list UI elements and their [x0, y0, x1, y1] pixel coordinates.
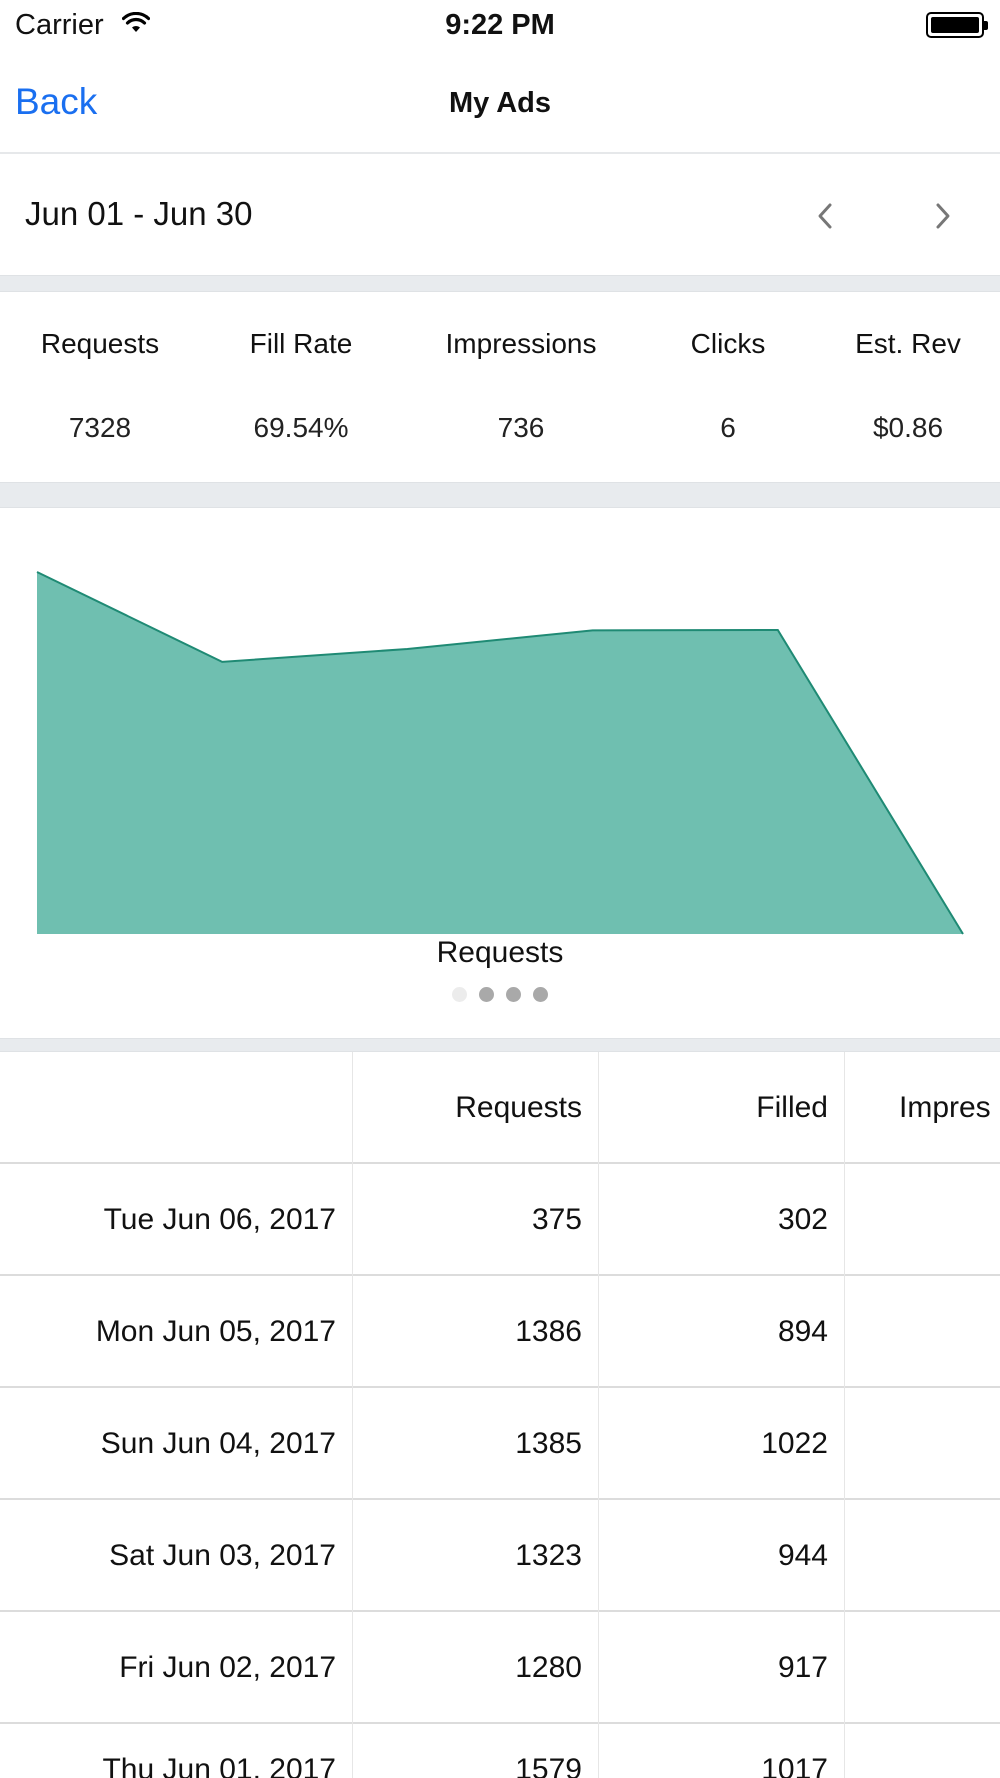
- date-range-bar: Jun 01 - Jun 30: [0, 156, 1000, 275]
- table-row[interactable]: Mon Jun 05, 2017 1386 894: [0, 1276, 1000, 1388]
- table-cell-impressions: [846, 1500, 1000, 1612]
- table-row[interactable]: Sun Jun 04, 2017 1385 1022: [0, 1388, 1000, 1500]
- table-cell-filled: 1017: [600, 1724, 845, 1778]
- table-cell-requests: 1579: [354, 1724, 599, 1778]
- table-cell-requests: 1386: [354, 1276, 599, 1388]
- section-separator: [0, 275, 1000, 292]
- table-cell-requests: 1323: [354, 1500, 599, 1612]
- status-bar: Carrier 9:22 PM: [0, 0, 1000, 52]
- table-row[interactable]: Sat Jun 03, 2017 1323 944: [0, 1500, 1000, 1612]
- chevron-right-icon[interactable]: [924, 198, 960, 234]
- table-cell-filled: 1022: [600, 1388, 845, 1500]
- stat-value: 6: [720, 412, 736, 443]
- page-dot[interactable]: [452, 987, 467, 1002]
- stat-value: 7328: [68, 412, 132, 443]
- table-header-cell[interactable]: Filled: [600, 1052, 845, 1164]
- chevron-left-icon[interactable]: [808, 198, 844, 234]
- stat-value: 69.54%: [253, 412, 349, 443]
- table-cell-date: Thu Jun 01, 2017: [0, 1724, 353, 1778]
- table-header-cell[interactable]: [0, 1052, 353, 1164]
- page-dot[interactable]: [506, 987, 521, 1002]
- table-cell-requests: 1385: [354, 1388, 599, 1500]
- status-time: 9:22 PM: [445, 9, 555, 41]
- table-cell-filled: 917: [600, 1612, 845, 1724]
- table-header-cell[interactable]: Impres: [899, 1091, 991, 1124]
- chart-area-fill: [37, 572, 963, 934]
- navigation-bar: Back My Ads: [0, 52, 1000, 154]
- table-row[interactable]: Fri Jun 02, 2017 1280 917: [0, 1612, 1000, 1724]
- table-cell-requests: 1280: [354, 1612, 599, 1724]
- table-cell-date: Mon Jun 05, 2017: [0, 1276, 353, 1388]
- page-dot[interactable]: [479, 987, 494, 1002]
- date-range-label: Jun 01 - Jun 30: [25, 195, 253, 232]
- stat-label: Fill Rate: [249, 328, 353, 359]
- table-cell-date: Sun Jun 04, 2017: [0, 1388, 353, 1500]
- table-row[interactable]: Thu Jun 01, 2017 1579 1017: [0, 1724, 1000, 1778]
- section-separator: [0, 482, 1000, 508]
- table-cell-impressions: [846, 1388, 1000, 1500]
- wifi-icon: [121, 11, 151, 39]
- area-chart: [36, 571, 964, 935]
- battery-icon: [926, 12, 988, 38]
- stat-label: Impressions: [445, 328, 597, 359]
- chart-x-label: Requests: [436, 936, 564, 969]
- table-cell-impressions: [846, 1164, 1000, 1276]
- table-cell-filled: 302: [600, 1164, 845, 1276]
- back-button[interactable]: Back: [15, 81, 98, 122]
- section-separator: [0, 1038, 1000, 1052]
- page-title: My Ads: [448, 87, 552, 119]
- table-cell-filled: 894: [600, 1276, 845, 1388]
- stat-label: Requests: [40, 328, 160, 359]
- page-dot[interactable]: [533, 987, 548, 1002]
- summary-stats: Requests 7328 Fill Rate 69.54% Impressio…: [0, 292, 1000, 482]
- table-row[interactable]: Tue Jun 06, 2017 375 302: [0, 1164, 1000, 1276]
- stat-value: 736: [497, 412, 545, 443]
- requests-chart[interactable]: Requests: [0, 508, 1000, 1038]
- chart-series-line: [36, 571, 964, 935]
- table-cell-date: Sat Jun 03, 2017: [0, 1500, 353, 1612]
- table-header-row: Requests Filled Impres: [0, 1052, 1000, 1164]
- table-cell-filled: 944: [600, 1500, 845, 1612]
- daily-stats-table: Requests Filled Impres Tue Jun 06, 2017 …: [0, 1052, 1000, 1778]
- stat-label: Clicks: [690, 328, 766, 359]
- table-cell-impressions: [846, 1724, 1000, 1778]
- carrier-label: Carrier: [15, 9, 104, 41]
- stat-label: Est. Rev: [855, 328, 961, 359]
- stat-value: $0.86: [872, 412, 944, 443]
- table-cell-impressions: [846, 1276, 1000, 1388]
- table-cell-date: Fri Jun 02, 2017: [0, 1612, 353, 1724]
- page-indicator[interactable]: [0, 987, 1000, 1007]
- table-cell-requests: 375: [354, 1164, 599, 1276]
- table-header-cell[interactable]: Requests: [354, 1052, 599, 1164]
- table-cell-impressions: [846, 1612, 1000, 1724]
- table-cell-date: Tue Jun 06, 2017: [0, 1164, 353, 1276]
